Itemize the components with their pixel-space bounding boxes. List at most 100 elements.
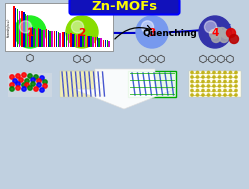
Bar <box>31 27 33 47</box>
Bar <box>78 34 80 47</box>
Circle shape <box>34 75 38 79</box>
Circle shape <box>14 16 46 48</box>
Bar <box>88 36 90 47</box>
Circle shape <box>218 89 221 92</box>
Circle shape <box>202 80 204 83</box>
Circle shape <box>224 94 226 96</box>
Circle shape <box>141 21 154 33</box>
Bar <box>62 32 63 47</box>
Circle shape <box>213 80 215 83</box>
Circle shape <box>196 85 199 87</box>
Circle shape <box>13 79 17 83</box>
Circle shape <box>217 28 227 36</box>
Circle shape <box>191 80 193 83</box>
Bar <box>84 36 85 47</box>
Bar <box>23 12 25 47</box>
Bar <box>17 9 18 47</box>
Circle shape <box>218 94 221 96</box>
Circle shape <box>207 89 210 92</box>
Bar <box>103 40 104 47</box>
Circle shape <box>196 94 199 96</box>
Circle shape <box>43 84 47 88</box>
Bar <box>35 29 36 47</box>
Bar <box>18 11 20 47</box>
Circle shape <box>213 28 223 36</box>
Circle shape <box>213 85 215 87</box>
Circle shape <box>229 80 232 83</box>
Circle shape <box>22 87 26 91</box>
Circle shape <box>28 74 32 78</box>
Bar <box>59 33 61 47</box>
Bar <box>5 3 113 51</box>
Circle shape <box>196 89 199 92</box>
Circle shape <box>211 33 221 43</box>
Circle shape <box>31 78 35 82</box>
Circle shape <box>207 94 210 96</box>
Bar <box>8 73 52 97</box>
Circle shape <box>218 85 221 87</box>
Circle shape <box>204 21 217 33</box>
Circle shape <box>224 76 226 78</box>
Bar <box>39 29 41 47</box>
Circle shape <box>207 76 210 78</box>
Circle shape <box>71 21 84 33</box>
Text: Zn-MOFs: Zn-MOFs <box>91 0 158 13</box>
Circle shape <box>202 71 204 74</box>
Circle shape <box>16 86 20 90</box>
Circle shape <box>235 94 237 96</box>
Bar <box>76 35 77 47</box>
Circle shape <box>202 89 204 92</box>
Circle shape <box>136 16 168 48</box>
Bar <box>38 28 39 47</box>
Circle shape <box>25 79 29 83</box>
Circle shape <box>66 16 98 48</box>
Circle shape <box>202 85 204 87</box>
Bar <box>58 32 59 47</box>
Bar <box>67 34 69 47</box>
Circle shape <box>191 71 193 74</box>
Bar <box>189 71 241 97</box>
Circle shape <box>191 94 193 96</box>
Circle shape <box>22 83 26 87</box>
Circle shape <box>191 76 193 78</box>
Circle shape <box>213 76 215 78</box>
Circle shape <box>230 35 239 43</box>
Circle shape <box>19 21 32 33</box>
Bar <box>95 37 96 47</box>
Circle shape <box>43 80 47 84</box>
Circle shape <box>19 78 23 82</box>
FancyArrowPatch shape <box>115 26 151 39</box>
Circle shape <box>207 71 210 74</box>
Circle shape <box>235 89 237 92</box>
Circle shape <box>207 80 210 83</box>
Bar <box>98 38 100 47</box>
Bar <box>25 14 26 47</box>
Circle shape <box>22 73 26 77</box>
Bar <box>64 33 65 47</box>
Circle shape <box>10 75 14 79</box>
Bar <box>51 32 53 47</box>
Circle shape <box>220 33 229 43</box>
Circle shape <box>31 82 35 86</box>
Bar <box>49 31 51 47</box>
Circle shape <box>209 29 219 39</box>
Bar <box>66 33 67 47</box>
Circle shape <box>196 80 199 83</box>
Bar <box>33 28 35 47</box>
Bar <box>90 36 92 47</box>
Circle shape <box>191 89 193 92</box>
Bar <box>70 33 72 47</box>
Bar <box>108 40 110 47</box>
Bar <box>92 37 94 47</box>
Circle shape <box>227 29 236 37</box>
Bar <box>97 37 98 47</box>
Circle shape <box>25 83 29 87</box>
Circle shape <box>213 94 215 96</box>
Circle shape <box>218 71 221 74</box>
Circle shape <box>40 76 44 80</box>
Circle shape <box>202 76 204 78</box>
Circle shape <box>196 76 199 78</box>
Circle shape <box>224 89 226 92</box>
Circle shape <box>235 71 237 74</box>
Circle shape <box>218 76 221 78</box>
